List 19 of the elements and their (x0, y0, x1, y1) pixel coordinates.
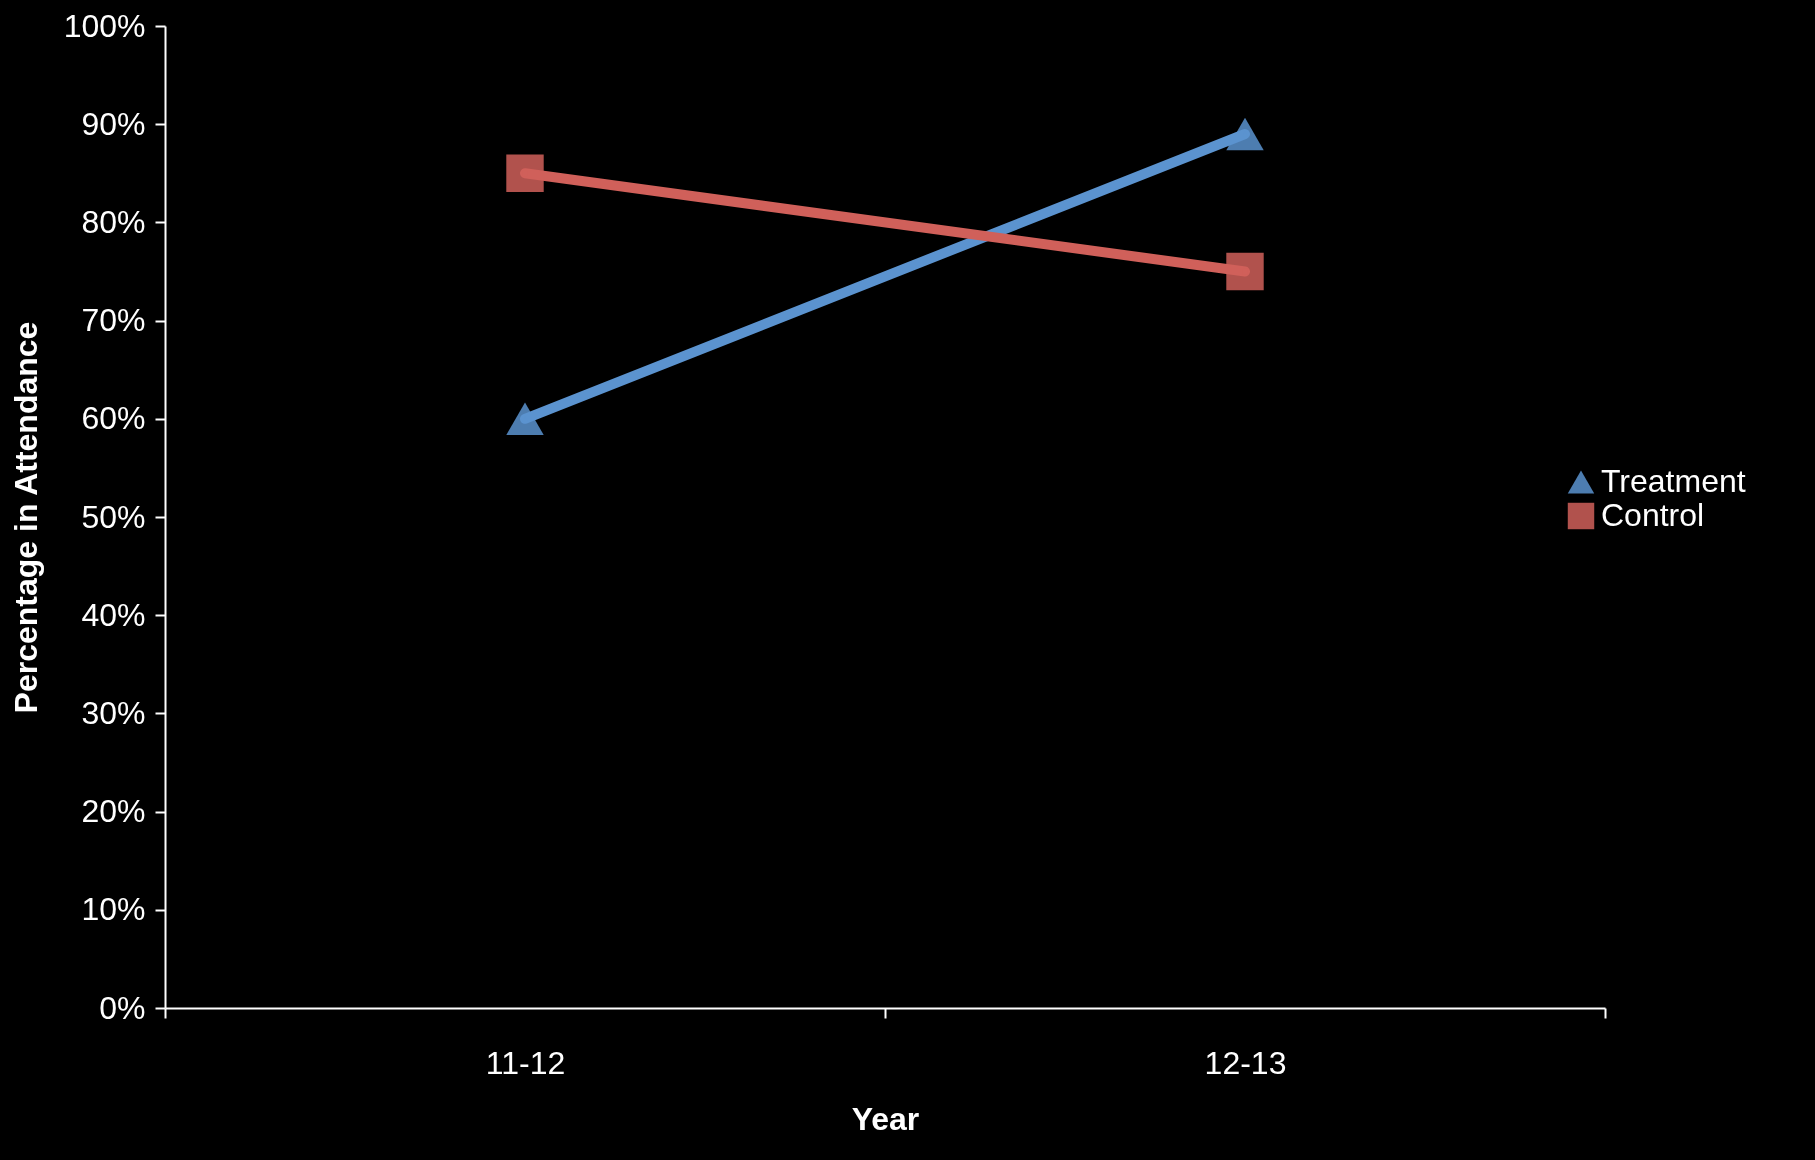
y-axis-title: Percentage in Attendance (7, 321, 44, 714)
y-tick-label: 0% (99, 989, 146, 1026)
y-tick-label: 10% (81, 891, 146, 928)
x-tick-label: 11-12 (485, 1044, 566, 1081)
x-tick-label: 12-13 (1204, 1044, 1287, 1081)
y-tick-label: 50% (81, 498, 146, 535)
x-axis-title: Year (851, 1100, 920, 1137)
y-tick-label: 30% (81, 694, 146, 731)
point (506, 154, 544, 193)
y-tick-label: 40% (81, 596, 146, 633)
point (1226, 252, 1264, 291)
y-tick-label: 60% (81, 400, 146, 437)
y-tick-label: 100% (63, 7, 146, 44)
y-tick-label: 20% (81, 793, 146, 830)
legend-label: Treatment (1601, 463, 1746, 499)
y-tick-label: 70% (81, 302, 146, 339)
y-tick-label: 80% (81, 203, 146, 240)
y-tick-label: 90% (81, 105, 146, 142)
legend-label: Control (1601, 497, 1705, 533)
